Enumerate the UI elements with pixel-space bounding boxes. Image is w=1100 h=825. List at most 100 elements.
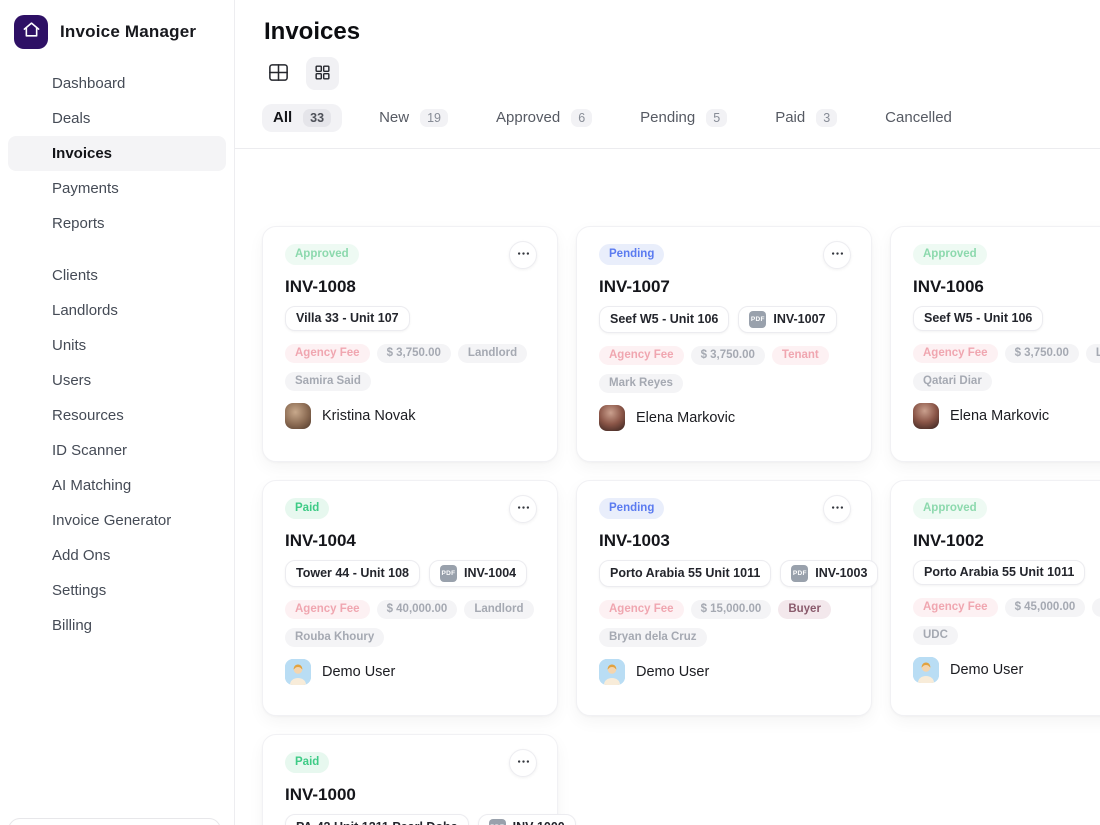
avatar — [285, 659, 311, 685]
card-menu-button[interactable] — [509, 495, 537, 523]
amount-tag: $ 3,750.00 — [376, 344, 451, 363]
document-chip[interactable]: PDF INV-1000 — [477, 814, 576, 825]
unit-chip-label: PA-42 Unit 1211 Pearl Doha — [296, 820, 458, 825]
units-icon — [19, 334, 39, 358]
payments-icon — [19, 177, 39, 201]
fee-type-tag: Agency Fee — [599, 600, 684, 619]
status-badge: Approved — [913, 244, 987, 265]
tab-pending[interactable]: Pending 5 — [629, 104, 738, 132]
tab-label: Cancelled — [885, 109, 952, 126]
grid-view-button[interactable] — [306, 57, 339, 90]
tab-paid[interactable]: Paid 3 — [764, 104, 848, 132]
client-tag: Samira Said — [285, 372, 371, 391]
sidebar-item-label: Billing — [52, 617, 93, 634]
tab-new[interactable]: New 19 — [368, 104, 459, 132]
card-menu-button[interactable] — [509, 241, 537, 269]
tag-row: Agency Fee $ 3,750.00 Landlord — [285, 344, 537, 363]
sidebar-item-dashboard[interactable]: Dashboard — [8, 66, 226, 101]
client-tag: Rouba Khoury — [285, 628, 385, 647]
card-footer: Elena Markovic — [913, 403, 1100, 429]
fee-type-tag: Agency Fee — [599, 346, 684, 365]
assignee-name: Kristina Novak — [322, 408, 416, 424]
tab-approved[interactable]: Approved 6 — [485, 104, 603, 132]
card-menu-button[interactable] — [509, 749, 537, 777]
amount-tag: $ 40,000.00 — [376, 600, 458, 619]
unit-chip[interactable]: Porto Arabia 55 Unit 1011 — [599, 560, 772, 587]
sidebar-item-invoices[interactable]: Invoices — [8, 136, 226, 171]
sidebar-item-users[interactable]: Users — [8, 363, 226, 398]
invoice-number: INV-1006 — [913, 277, 984, 296]
avatar — [913, 403, 939, 429]
tab-count-badge: 5 — [706, 108, 728, 127]
app-brand: Invoice Manager — [0, 10, 234, 54]
tab-all[interactable]: All 33 — [262, 103, 343, 132]
add-ons-icon — [19, 544, 39, 568]
tag-row: Agency Fee $ 3,750.00 Tenant — [599, 346, 851, 365]
party-tag: Landlord — [464, 600, 534, 619]
fee-type-tag: Agency Fee — [913, 598, 998, 617]
unit-chip[interactable]: Seef W5 - Unit 106 — [599, 306, 730, 333]
card-menu-button[interactable] — [823, 241, 851, 269]
chip-row: Seef W5 - Unit 106 — [913, 306, 1100, 331]
tab-count-badge: 3 — [816, 108, 838, 127]
sidebar-item-units[interactable]: Units — [8, 328, 226, 363]
page-title: Invoices — [264, 18, 361, 45]
invoice-card-inv-1002[interactable]: Approved INV-1002 Porto Arabia 55 Unit 1… — [890, 480, 1100, 716]
tag-row: Agency Fee $ 3,750.00 Landlord — [913, 344, 1100, 363]
document-chip[interactable]: PDF INV-1004 — [429, 560, 528, 587]
table-view-button[interactable] — [262, 57, 295, 90]
document-chip[interactable]: PDF INV-1007 — [738, 306, 837, 333]
card-footer: Demo User — [285, 659, 537, 685]
users-icon — [19, 369, 39, 393]
sidebar-item-reports[interactable]: Reports — [8, 206, 226, 241]
profile-card[interactable] — [8, 818, 221, 825]
unit-chip[interactable]: Villa 33 - Unit 107 — [285, 306, 410, 331]
card-menu-button[interactable] — [823, 495, 851, 523]
client-tag: Qatari Diar — [913, 372, 992, 391]
unit-chip[interactable]: Tower 44 - Unit 108 — [285, 560, 420, 587]
invoice-card-inv-1007[interactable]: Pending INV-1007 Seef W5 - Unit 106 PDF … — [576, 226, 872, 462]
amount-tag: $ 45,000.00 — [1004, 598, 1086, 617]
invoice-card-inv-1008[interactable]: Approved INV-1008 Villa 33 - Unit 107 Ag… — [262, 226, 558, 462]
status-badge: Pending — [599, 244, 665, 265]
tab-cancelled[interactable]: Cancelled — [874, 104, 963, 131]
client-row: Qatari Diar — [913, 372, 1100, 391]
sidebar-item-payments[interactable]: Payments — [8, 171, 226, 206]
assignee-name: Elena Markovic — [636, 410, 736, 426]
sidebar-item-landlords[interactable]: Landlords — [8, 293, 226, 328]
sidebar-item-clients[interactable]: Clients — [8, 258, 226, 293]
ai-matching-icon — [19, 474, 39, 498]
sidebar-item-resources[interactable]: Resources — [8, 398, 226, 433]
invoices-icon — [19, 142, 39, 166]
fee-type-tag: Agency Fee — [913, 344, 998, 363]
house-icon — [22, 20, 41, 44]
unit-chip-label: Porto Arabia 55 Unit 1011 — [924, 565, 1075, 579]
sidebar-item-settings[interactable]: Settings — [8, 573, 226, 608]
avatar — [285, 403, 311, 429]
unit-chip[interactable]: Seef W5 - Unit 106 — [913, 306, 1044, 331]
card-footer: Kristina Novak — [285, 403, 537, 429]
invoice-card-inv-1003[interactable]: Pending INV-1003 Porto Arabia 55 Unit 10… — [576, 480, 879, 716]
unit-chip[interactable]: Porto Arabia 55 Unit 1011 — [913, 560, 1086, 585]
chip-row: Seef W5 - Unit 106 PDF INV-1007 — [599, 306, 851, 333]
invoice-card-inv-1004[interactable]: Paid INV-1004 Tower 44 - Unit 108 PDF IN… — [262, 480, 558, 716]
amount-tag: $ 15,000.00 — [690, 600, 772, 619]
sidebar-item-ai-matching[interactable]: AI Matching — [8, 468, 226, 503]
sidebar-item-billing[interactable]: Billing — [8, 608, 226, 643]
sidebar: Invoice Manager Dashboard Deals Invoices… — [0, 0, 235, 825]
invoice-card-inv-1000[interactable]: Paid INV-1000 PA-42 Unit 1211 Pearl Doha… — [262, 734, 576, 825]
status-badge: Pending — [599, 498, 665, 519]
invoice-card-inv-1006[interactable]: Approved INV-1006 Seef W5 - Unit 106 Age… — [890, 226, 1100, 462]
document-chip-label: INV-1000 — [513, 820, 565, 825]
sidebar-item-invoice-generator[interactable]: Invoice Generator — [8, 503, 226, 538]
sidebar-item-id-scanner[interactable]: ID Scanner — [8, 433, 226, 468]
tab-count-badge: 19 — [420, 108, 448, 127]
avatar — [599, 405, 625, 431]
invoice-number: INV-1002 — [913, 531, 984, 550]
unit-chip[interactable]: PA-42 Unit 1211 Pearl Doha — [285, 814, 469, 825]
document-chip[interactable]: PDF INV-1003 — [780, 560, 879, 587]
ellipsis-icon — [830, 246, 845, 264]
sidebar-item-label: Invoices — [52, 145, 113, 162]
sidebar-item-add-ons[interactable]: Add Ons — [8, 538, 226, 573]
sidebar-item-deals[interactable]: Deals — [8, 101, 226, 136]
